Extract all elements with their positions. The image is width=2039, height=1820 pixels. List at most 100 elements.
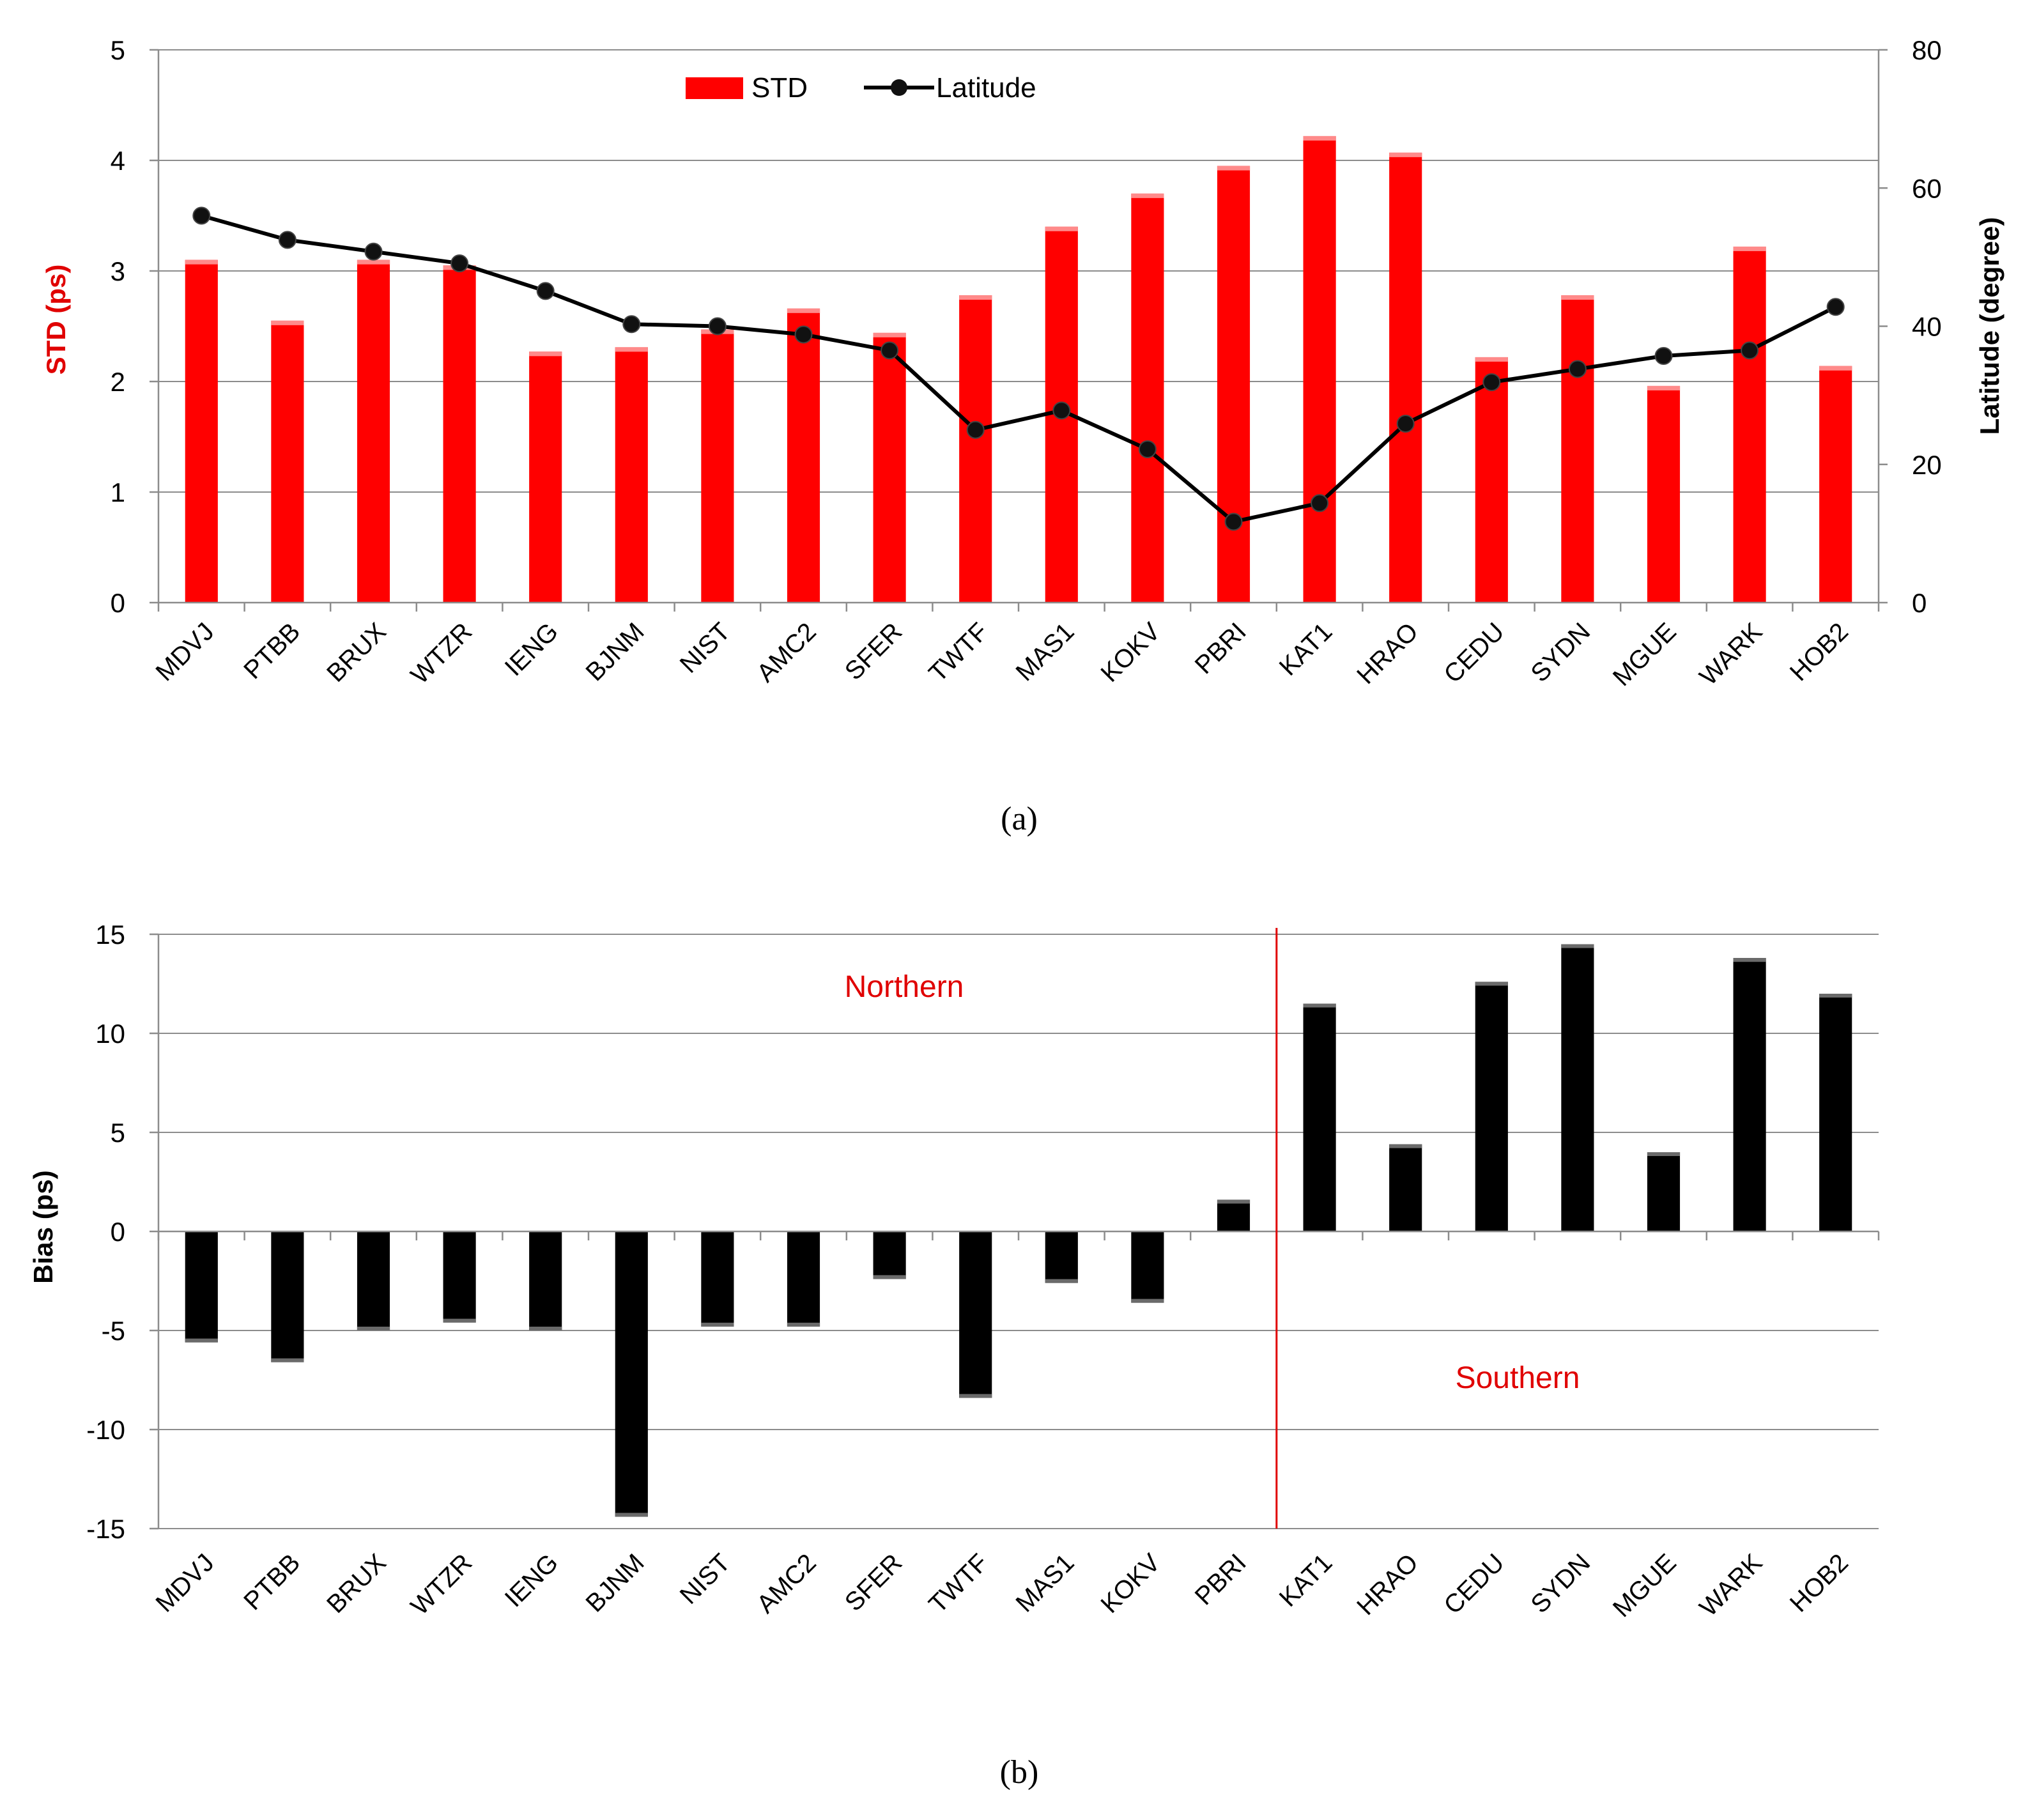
chart-a-category-label-amc2: AMC2 bbox=[751, 617, 822, 688]
chart-a-gridlines bbox=[150, 49, 1888, 604]
std-bar-bjnm bbox=[615, 347, 648, 603]
chart-a-category-label-sydn: SYDN bbox=[1526, 617, 1596, 688]
chart-b-tick-label: 5 bbox=[111, 1118, 125, 1148]
chart-b-category-label-nist: NIST bbox=[675, 1548, 736, 1610]
chart-b-category-label-amc2: AMC2 bbox=[751, 1548, 822, 1619]
chart-a-category-label-mgue: MGUE bbox=[1608, 617, 1682, 691]
bias-bar-amc2 bbox=[787, 1231, 820, 1327]
std-bar-brux bbox=[357, 259, 390, 603]
latitude-point-kat1 bbox=[1311, 494, 1329, 513]
std-bar-sfer bbox=[873, 332, 906, 603]
latitude-point-ptbb bbox=[278, 231, 296, 249]
chart-b-category-label-pbri: PBRI bbox=[1190, 1548, 1252, 1610]
chart-a-category-label-ptbb: PTBB bbox=[238, 617, 305, 684]
bias-bar-sydn bbox=[1561, 944, 1594, 1231]
std-bar-wark bbox=[1733, 246, 1766, 603]
bias-bar-cap-kokv bbox=[1131, 1299, 1164, 1303]
legend-latitude-marker bbox=[891, 79, 907, 96]
chart-b-tick-label: 10 bbox=[95, 1019, 125, 1049]
bias-bar-cap-ptbb bbox=[271, 1358, 304, 1362]
chart-b-category-label-sydn: SYDN bbox=[1526, 1548, 1596, 1619]
latitude-point-wtzr bbox=[450, 254, 469, 273]
std-bar-wtzr bbox=[443, 265, 476, 603]
latitude-point-mdvj bbox=[192, 206, 211, 225]
std-bar-cap-sfer bbox=[873, 332, 906, 337]
bias-bar-cap-kat1 bbox=[1303, 1003, 1336, 1008]
bias-bar-cap-hrao bbox=[1389, 1144, 1422, 1148]
chart-a-left-tick-label: 0 bbox=[111, 588, 125, 618]
bias-bar-cedu bbox=[1475, 982, 1508, 1231]
std-bar-cedu bbox=[1475, 357, 1508, 603]
std-bar-kat1 bbox=[1303, 135, 1336, 603]
latitude-point-wark bbox=[1741, 341, 1759, 360]
chart-a-left-tick-label: 4 bbox=[111, 146, 125, 176]
chart-b-category-label-kokv: KOKV bbox=[1096, 1548, 1166, 1619]
chart-b-axes bbox=[157, 934, 1880, 1529]
bias-chart: -15 -10 -5 0 5 10 15 MDVJ PTBB BRUX WTZR IENG BJNM NI… bbox=[28, 920, 1880, 1791]
latitude-point-mas1 bbox=[1052, 401, 1071, 420]
bias-bar-cap-twtf bbox=[959, 1394, 992, 1398]
chart-b-tick-label: -15 bbox=[86, 1514, 125, 1544]
latitude-point-twtf bbox=[966, 420, 985, 439]
bias-bar-cap-ieng bbox=[529, 1327, 562, 1330]
chart-a-category-label-cedu: CEDU bbox=[1438, 617, 1509, 688]
bias-bar-bjnm bbox=[615, 1231, 648, 1517]
bias-bar-cap-mgue bbox=[1647, 1152, 1681, 1156]
chart-b-category-label-mdvj: MDVJ bbox=[151, 1548, 220, 1617]
std-bars bbox=[185, 135, 1852, 603]
std-bar-cap-ieng bbox=[529, 351, 562, 357]
std-bar-cap-cedu bbox=[1475, 357, 1508, 362]
std-bar-hob2 bbox=[1819, 366, 1852, 603]
legend-std-label: STD bbox=[751, 72, 808, 104]
latitude-point-sfer bbox=[881, 341, 899, 360]
latitude-point-mgue bbox=[1654, 346, 1673, 365]
latitude-point-sydn bbox=[1568, 360, 1587, 378]
chart-b-tick-label: 0 bbox=[111, 1217, 125, 1247]
bias-bar-cap-amc2 bbox=[787, 1322, 820, 1327]
bias-bar-cap-brux bbox=[357, 1327, 390, 1330]
chart-a-category-label-pbri: PBRI bbox=[1190, 617, 1252, 679]
std-bar-mdvj bbox=[185, 259, 218, 603]
std-bar-pbri bbox=[1217, 166, 1250, 603]
bias-bar-cap-cedu bbox=[1475, 982, 1508, 986]
std-bar-cap-hrao bbox=[1389, 152, 1422, 157]
latitude-point-hob2 bbox=[1826, 298, 1845, 316]
chart-a-category-label-mdvj: MDVJ bbox=[151, 617, 220, 686]
chart-a-left-tick-label: 2 bbox=[111, 367, 125, 397]
chart-b-category-label-twtf: TWTF bbox=[923, 1548, 994, 1619]
chart-b-tick-label: -10 bbox=[86, 1415, 125, 1445]
chart-a-right-axis-label: Latitude (degree) bbox=[1974, 217, 2004, 435]
std-bar-cap-mgue bbox=[1647, 385, 1681, 390]
std-bar-cap-brux bbox=[357, 259, 390, 265]
chart-a-right-tick-label: 0 bbox=[1912, 588, 1927, 618]
panel-a-label: (a) bbox=[1001, 801, 1038, 837]
latitude-line bbox=[192, 206, 1845, 531]
chart-b-category-label-ieng: IENG bbox=[500, 1548, 564, 1612]
chart-b-category-label-wark: WARK bbox=[1695, 1548, 1768, 1622]
chart-a-right-tick-label: 80 bbox=[1912, 35, 1942, 65]
chart-b-category-label-brux: BRUX bbox=[321, 1548, 392, 1619]
bias-bar-cap-wark bbox=[1733, 958, 1766, 962]
std-bar-cap-pbri bbox=[1217, 166, 1250, 171]
std-latitude-chart: 0 1 2 3 4 5 0 20 40 60 80 MDVJ PTBB BRUX WTZR IENG BJNM N… bbox=[41, 35, 2004, 837]
bias-bar-ieng bbox=[529, 1231, 562, 1330]
std-bar-ptbb bbox=[271, 320, 304, 603]
chart-a-category-label-wtzr: WTZR bbox=[406, 617, 478, 690]
panel-b-label: (b) bbox=[1000, 1754, 1039, 1791]
std-bar-twtf bbox=[959, 295, 992, 603]
latitude-series-line bbox=[201, 213, 1837, 524]
chart-b-category-label-wtzr: WTZR bbox=[406, 1548, 478, 1621]
std-bar-cap-bjnm bbox=[615, 347, 648, 352]
bias-bar-twtf bbox=[959, 1231, 992, 1398]
bias-bar-cap-wtzr bbox=[443, 1318, 476, 1323]
legend-latitude-label: Latitude bbox=[936, 72, 1036, 104]
chart-b-category-label-ptbb: PTBB bbox=[238, 1548, 305, 1616]
bias-bars bbox=[185, 944, 1852, 1517]
chart-a-axes bbox=[157, 50, 1880, 612]
std-bar-kokv bbox=[1131, 193, 1164, 603]
bias-bar-wtzr bbox=[443, 1231, 476, 1323]
bias-bar-kokv bbox=[1131, 1231, 1164, 1303]
chart-a-left-axis-label: STD (ps) bbox=[41, 265, 71, 375]
bias-bar-pbri bbox=[1217, 1199, 1250, 1231]
chart-b-category-label-mgue: MGUE bbox=[1608, 1548, 1682, 1623]
